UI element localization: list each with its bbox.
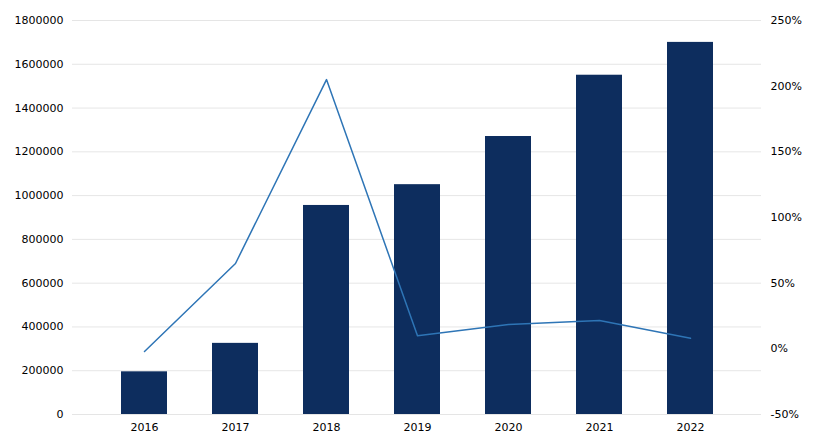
svg-text:2019: 2019 bbox=[404, 421, 432, 434]
svg-text:1000000: 1000000 bbox=[15, 189, 64, 202]
svg-text:800000: 800000 bbox=[22, 233, 64, 246]
svg-text:100%: 100% bbox=[771, 211, 802, 224]
svg-text:0%: 0% bbox=[771, 342, 788, 355]
svg-text:2017: 2017 bbox=[222, 421, 250, 434]
svg-text:600000: 600000 bbox=[22, 277, 64, 290]
svg-text:1600000: 1600000 bbox=[15, 58, 64, 71]
svg-text:1200000: 1200000 bbox=[15, 145, 64, 158]
svg-text:250%: 250% bbox=[771, 14, 802, 27]
svg-text:1800000: 1800000 bbox=[15, 14, 64, 27]
svg-text:2020: 2020 bbox=[495, 421, 523, 434]
svg-text:2016: 2016 bbox=[131, 421, 159, 434]
svg-text:2021: 2021 bbox=[586, 421, 614, 434]
svg-text:1400000: 1400000 bbox=[15, 102, 64, 115]
svg-text:0: 0 bbox=[57, 408, 64, 421]
svg-text:2018: 2018 bbox=[313, 421, 341, 434]
svg-text:150%: 150% bbox=[771, 145, 802, 158]
svg-text:50%: 50% bbox=[771, 277, 795, 290]
svg-text:200000: 200000 bbox=[22, 364, 64, 377]
svg-text:2022: 2022 bbox=[677, 421, 705, 434]
svg-text:-50%: -50% bbox=[771, 408, 799, 421]
svg-text:200%: 200% bbox=[771, 80, 802, 93]
svg-text:400000: 400000 bbox=[22, 320, 64, 333]
